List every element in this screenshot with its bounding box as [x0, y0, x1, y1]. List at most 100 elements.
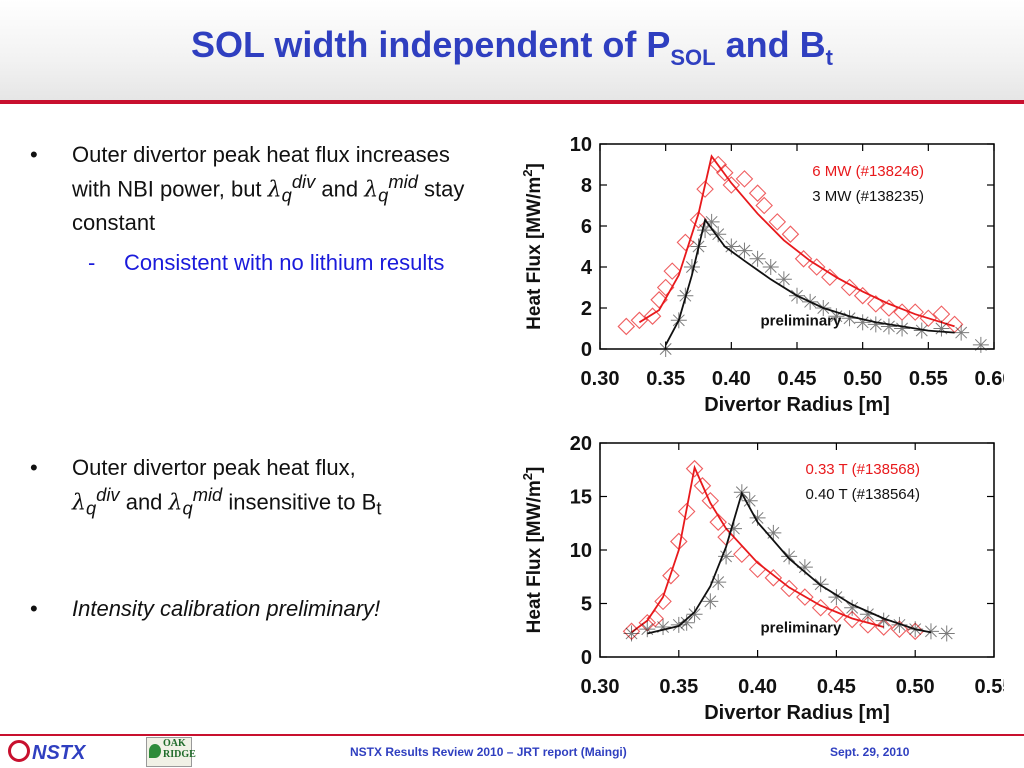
data-point-diamond: [696, 180, 714, 198]
data-point-diamond: [781, 225, 800, 243]
x-tick-label: 0.30: [581, 676, 620, 698]
y-tick-label: 8: [581, 175, 592, 197]
data-point-star: [639, 621, 656, 638]
data-point-diamond: [709, 155, 727, 174]
x-tick-label: 0.40: [712, 368, 751, 390]
title-bar: [0, 0, 1024, 100]
data-point-star: [718, 548, 735, 565]
nstx-logo: NSTX: [8, 740, 85, 765]
data-point-diamond: [630, 311, 649, 330]
data-point-diamond: [662, 566, 680, 585]
x-tick-label: 0.45: [778, 368, 817, 390]
y-tick-label: 15: [570, 487, 592, 509]
x-tick-label: 0.40: [738, 676, 777, 698]
data-point-diamond: [906, 622, 924, 641]
bullet-dot: •: [30, 596, 38, 621]
data-point-diamond: [811, 599, 830, 617]
leaf-icon: [149, 744, 161, 758]
chart-heatflux-field: 0.30 0.35 0.40 0.45 0.50 0.55 0 5 10 15 20 Divertor…: [520, 433, 1004, 724]
data-point-diamond: [840, 278, 859, 297]
y-tick-label: 2: [581, 298, 592, 320]
y-tick-label: 0: [581, 647, 592, 669]
data-point-diamond: [874, 618, 893, 636]
chart-heatflux-power: 0.30 0.35 0.40 0.45 0.50 0.55 0.60 0 2 4 6 8 10 Diver…: [520, 134, 1004, 416]
data-point-diamond: [827, 605, 846, 623]
x-axis-label: Divertor Radius [m]: [704, 394, 890, 416]
data-point-diamond: [715, 163, 734, 182]
data-point-diamond: [919, 309, 938, 328]
data-point-star: [657, 341, 674, 357]
data-point-star: [933, 320, 950, 337]
bullet-dot: •: [30, 142, 38, 167]
data-point-diamond: [764, 569, 783, 587]
data-point-star: [762, 259, 779, 275]
data-point-diamond: [748, 184, 767, 202]
y-tick-label: 10: [570, 134, 592, 156]
data-point-star: [854, 314, 871, 331]
x-tick-label: 0.55: [909, 368, 948, 390]
data-point-star: [623, 625, 640, 642]
data-point-diamond: [617, 317, 636, 336]
legend-entry: 0.40 T (#138564): [805, 486, 920, 503]
fit-curve: [647, 490, 932, 635]
data-point-diamond: [768, 213, 787, 231]
legend-entry: 3 MW (#138235): [812, 188, 924, 205]
data-point-diamond: [880, 299, 898, 317]
data-point-diamond: [906, 303, 924, 321]
y-tick-label: 5: [581, 594, 592, 616]
data-point-star: [972, 336, 989, 353]
x-tick-label: 0.50: [843, 368, 882, 390]
fit-curve: [638, 154, 955, 328]
y-tick-label: 6: [581, 216, 592, 238]
data-point-diamond: [643, 307, 662, 325]
nstx-ring-icon: [8, 740, 30, 762]
data-point-diamond: [722, 176, 741, 194]
data-point-diamond: [656, 278, 675, 297]
x-tick-label: 0.35: [659, 676, 698, 698]
y-axis-label: Heat Flux [MW/m2]: [520, 163, 545, 330]
data-point-star: [781, 548, 798, 565]
bullet-2-text: Outer divertor peak heat flux, λqdiv and…: [72, 455, 382, 519]
data-point-star: [775, 271, 792, 288]
data-point-diamond: [853, 286, 872, 305]
data-point-diamond: [677, 502, 696, 521]
data-point-diamond: [794, 250, 813, 268]
sub-bullet-1-text: Consistent with no lithium results: [124, 250, 445, 275]
data-point-diamond: [650, 291, 668, 309]
bullet-3-text: Intensity calibration preliminary!: [72, 596, 381, 621]
data-point-diamond: [663, 262, 682, 280]
data-point-diamond: [709, 513, 727, 531]
data-point-diamond: [689, 211, 708, 229]
y-tick-label: 4: [581, 257, 593, 279]
slide-title: SOL width independent of PSOL and Bt: [191, 24, 833, 71]
chart-annotation: preliminary: [761, 312, 843, 329]
bullet-dot: •: [30, 455, 38, 480]
x-tick-label: 0.45: [817, 676, 856, 698]
data-point-star: [880, 318, 897, 335]
data-point-star: [702, 593, 719, 610]
data-point-diamond: [755, 196, 773, 215]
title-rule: [0, 100, 1024, 104]
data-point-star: [736, 242, 753, 259]
data-point-diamond: [893, 303, 911, 321]
data-point-star: [894, 320, 911, 337]
x-tick-label: 0.30: [581, 368, 620, 390]
footer-rule: [0, 734, 1024, 736]
fit-curve: [664, 217, 955, 346]
bullet-1-text: Outer divertor peak heat flux increases …: [72, 142, 465, 236]
x-axis-label: Divertor Radius [m]: [704, 702, 890, 724]
data-point-diamond: [733, 545, 751, 564]
data-point-diamond: [780, 579, 798, 598]
data-point-diamond: [685, 459, 704, 478]
data-point-diamond: [735, 170, 754, 188]
legend-entry: 0.33 T (#138568): [805, 461, 920, 478]
data-point-diamond: [654, 592, 672, 611]
data-point-diamond: [807, 258, 826, 276]
y-tick-label: 20: [570, 433, 592, 455]
data-point-star: [749, 250, 766, 267]
x-tick-label: 0.50: [896, 676, 935, 698]
ornl-logo: OAK RIDGE: [146, 737, 196, 767]
data-point-star: [710, 226, 727, 243]
fit-curve: [630, 464, 884, 634]
legend-entry: 6 MW (#138246): [812, 163, 924, 180]
